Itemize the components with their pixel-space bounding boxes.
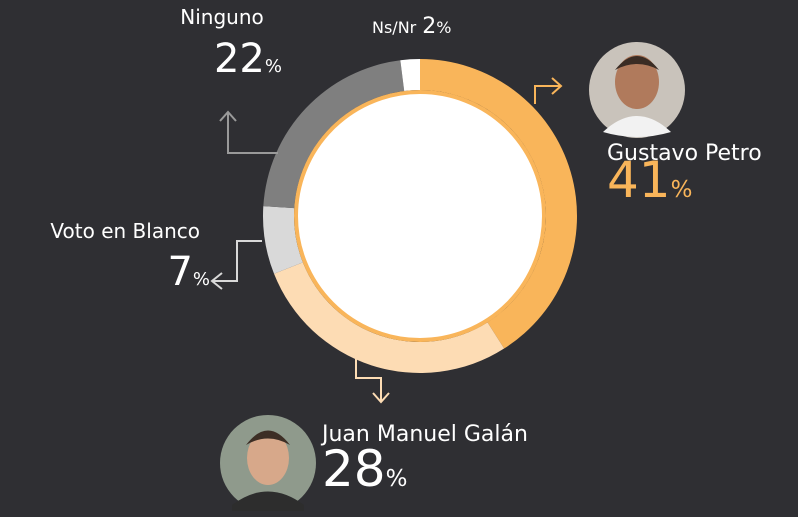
category-label: Ninguno	[180, 5, 263, 29]
photo	[589, 42, 685, 138]
value-label: 22	[214, 36, 265, 82]
unit-label: %	[193, 269, 210, 290]
donut-hole	[296, 92, 544, 340]
unit-label: %	[671, 177, 693, 203]
unit-label: %	[265, 56, 282, 77]
category-label: Voto en Blanco	[50, 219, 200, 243]
category-label: Ns/Nr	[372, 18, 417, 37]
value-label: 7	[167, 249, 192, 295]
page: {"chart_data": {"type": "donut", "catego…	[0, 0, 798, 517]
value-label: 2	[422, 14, 436, 39]
unit-label: %	[386, 466, 408, 492]
chart: Gustavo Petro41%Juan Manuel Galán28%Voto…	[0, 0, 798, 517]
value-label: 28	[322, 440, 386, 498]
unit-label: %	[436, 18, 451, 37]
value-label: 41	[607, 151, 671, 209]
photo	[220, 415, 316, 511]
slice-label: Ns/Nr 2%	[372, 14, 451, 39]
